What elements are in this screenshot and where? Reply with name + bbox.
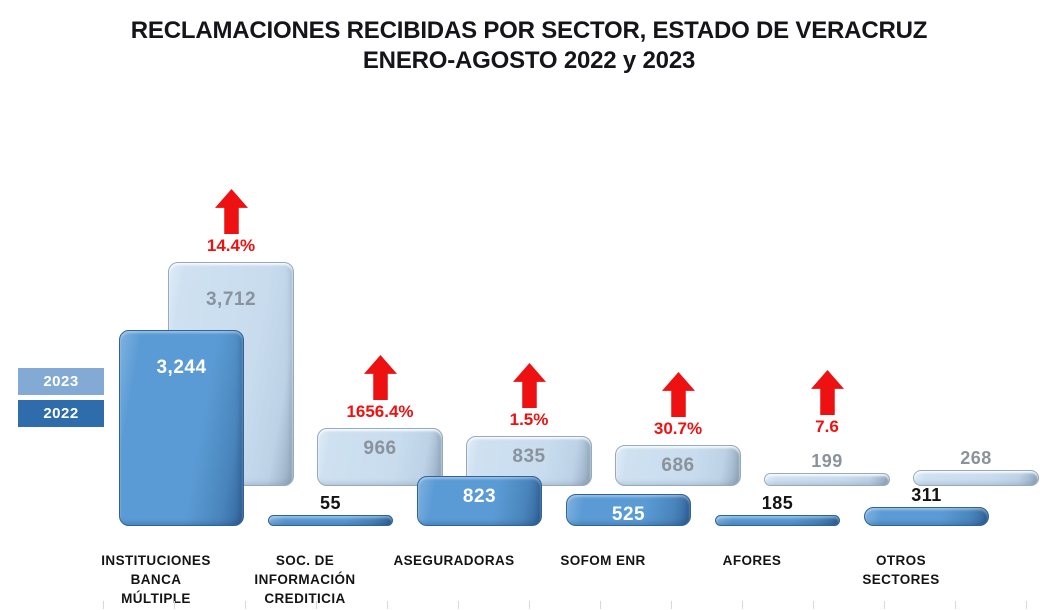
category-label-line: INSTITUCIONES <box>101 553 211 568</box>
value-label-2023-group-5: 199 <box>811 451 843 471</box>
category-label-line: OTROS <box>875 553 926 568</box>
category-label-line: SECTORES <box>862 572 940 587</box>
value-label-2023-group-1: 3,712 <box>205 289 257 310</box>
pct-change-label-group-2: 1656.4% <box>346 402 414 421</box>
value-label-2022-group-5: 185 <box>761 493 794 513</box>
x-axis-tick <box>813 601 814 609</box>
increase-arrow-icon <box>215 189 248 234</box>
increase-arrow-icon <box>811 370 844 415</box>
increase-arrow-icon <box>513 363 546 408</box>
category-label-line: SOFOM ENR <box>560 553 646 568</box>
value-label-2023-group-4: 686 <box>661 455 695 476</box>
pct-change-label-group-1: 14.4% <box>206 236 256 255</box>
category-label-line: AFORES <box>722 553 782 568</box>
category-label-group-5: AFORES <box>667 551 837 570</box>
bar-2022-group-3: 823 <box>417 476 542 526</box>
x-axis-tick <box>316 601 317 609</box>
bar-2022-group-1: 3,244 <box>119 330 244 526</box>
category-label-group-1: INSTITUCIONES BANCA MÚLTIPLE <box>71 551 241 608</box>
value-label-2022-group-6: 311 <box>911 485 942 505</box>
x-axis-tick <box>600 601 601 609</box>
category-label-group-2: SOC. DE INFORMACIÓN CREDITICIA <box>220 551 390 608</box>
bar-2022-group-2 <box>268 515 393 526</box>
category-label-group-6: OTROS SECTORES <box>816 551 986 589</box>
x-axis-tick <box>671 601 672 609</box>
value-label-2022-group-3: 823 <box>462 486 497 507</box>
x-axis-tick <box>1026 601 1027 609</box>
x-axis-tick <box>245 601 246 609</box>
legend: 2023 2022 <box>18 368 108 432</box>
x-axis-tick <box>529 601 530 609</box>
value-label-2023-group-3: 835 <box>512 446 546 467</box>
category-label-line: ASEGURADORAS <box>393 553 515 568</box>
bar-2023-group-5 <box>764 473 890 486</box>
x-axis-tick <box>742 601 743 609</box>
x-axis-tick <box>103 601 104 609</box>
legend-item-2022: 2022 <box>18 400 104 427</box>
chart-title: RECLAMACIONES RECIBIDAS POR SECTOR, ESTA… <box>0 16 1058 76</box>
value-label-2023-group-6: 268 <box>960 448 992 468</box>
x-axis-tick <box>387 601 388 609</box>
value-label-2022-group-2: 55 <box>319 493 342 513</box>
value-label-2022-group-4: 525 <box>611 504 646 525</box>
x-axis-tick <box>884 601 885 609</box>
category-label-group-4: SOFOM ENR <box>518 551 688 570</box>
increase-arrow-icon <box>364 355 397 400</box>
category-label-line: BANCA <box>130 572 182 587</box>
value-label-2023-group-2: 966 <box>363 438 397 459</box>
chart-title-line2: ENERO-AGOSTO 2022 y 2023 <box>362 47 696 74</box>
legend-item-2023: 2023 <box>18 368 104 395</box>
value-label-2022-group-1: 3,244 <box>156 357 207 378</box>
category-label-line: CREDITICIA <box>264 591 346 606</box>
category-label-line: MÚLTIPLE <box>121 591 191 606</box>
x-axis-tick <box>458 601 459 609</box>
bar-2023-group-6 <box>913 470 1039 486</box>
pct-change-label-group-5: 7.6 <box>815 417 839 436</box>
bar-2022-group-5 <box>715 515 840 526</box>
category-label-line: SOC. DE <box>275 553 335 568</box>
pct-change-label-group-3: 1.5% <box>509 410 549 429</box>
x-axis-tick <box>955 601 956 609</box>
bar-2023-group-4: 686 <box>615 445 741 486</box>
x-axis-tick <box>174 601 175 609</box>
bar-2022-group-4: 525 <box>566 494 691 526</box>
category-label-line: INFORMACIÓN <box>254 572 356 587</box>
chart-title-line1: RECLAMACIONES RECIBIDAS POR SECTOR, ESTA… <box>130 17 928 44</box>
pct-change-label-group-4: 30.7% <box>653 419 703 438</box>
increase-arrow-icon <box>662 372 695 417</box>
category-label-group-3: ASEGURADORAS <box>369 551 539 570</box>
bar-2022-group-6 <box>864 507 989 526</box>
